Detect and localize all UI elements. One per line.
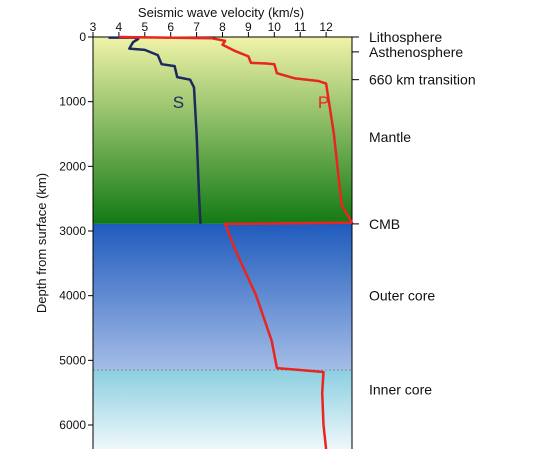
- series-label-p: P: [318, 93, 329, 112]
- layer-label-mantle: Mantle: [369, 129, 411, 145]
- chart-axes: 3 4 5 6 7 8 9 10 11 12 0 1000 2000 3000 4000 5000 6000: [59, 20, 353, 449]
- series-line-s: [108, 36, 202, 224]
- earth-layer-bands: [93, 37, 352, 449]
- inner-core-band: [93, 370, 352, 449]
- x-tick-label: 5: [141, 20, 148, 34]
- mantle-band: [93, 37, 352, 224]
- y-tick-label: 1000: [59, 95, 86, 109]
- x-tick-label: 10: [268, 20, 282, 34]
- x-tick-label: 9: [245, 20, 252, 34]
- x-tick-label: 3: [90, 20, 97, 34]
- chart-title: Seismic wave velocity (km/s): [138, 5, 304, 20]
- x-tick-label: 11: [294, 20, 307, 34]
- x-tick-label: 4: [116, 20, 123, 34]
- velocity-series: [108, 35, 354, 450]
- layer-label-asthenosphere: Asthenosphere: [369, 44, 463, 60]
- x-tick-label: 6: [167, 20, 174, 34]
- y-tick-label: 5000: [59, 353, 86, 367]
- y-tick-label: 0: [79, 30, 86, 44]
- layer-label-lithosphere: Lithosphere: [369, 29, 442, 45]
- x-tick-label: 7: [193, 20, 200, 34]
- x-tick-label: 8: [219, 20, 226, 34]
- layer-label-660-km-transition: 660 km transition: [369, 72, 476, 88]
- y-tick-label: 2000: [59, 159, 86, 173]
- series-label-s: S: [173, 93, 184, 112]
- layer-label-inner-core: Inner core: [369, 381, 432, 397]
- y-tick-label: 3000: [59, 224, 86, 238]
- outer-core-band: [93, 223, 352, 371]
- layer-label-cmb: CMB: [369, 216, 400, 232]
- y-axis-label: Depth from surface (km): [34, 173, 49, 313]
- layer-label-outer-core: Outer core: [369, 288, 435, 304]
- y-tick-label: 6000: [59, 418, 86, 432]
- y-tick-label: 4000: [59, 289, 86, 303]
- series-line-p: [118, 35, 354, 450]
- x-tick-label: 12: [319, 20, 333, 34]
